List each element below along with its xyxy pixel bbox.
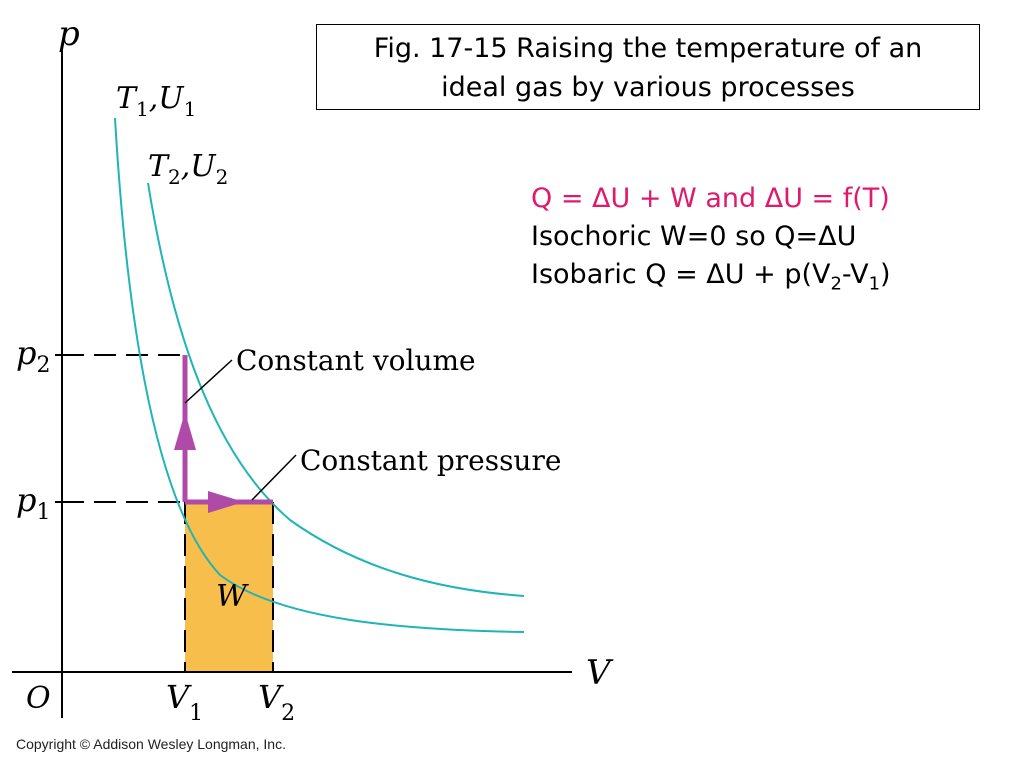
figure-caption: Fig. 17-15 Raising the temperature of an… — [316, 24, 980, 110]
isochoric-equation: Isochoric W=0 so Q=ΔU — [531, 221, 857, 252]
constant-volume-arrowhead — [174, 412, 196, 450]
first-law-equation: Q = ΔU + W and ΔU = f(T) — [531, 183, 890, 214]
v2-label: V2 — [258, 678, 295, 726]
isotherm-t2-curve — [147, 182, 525, 597]
constant-volume-label: Constant volume — [236, 344, 476, 377]
constant-pressure-label: Constant pressure — [300, 444, 561, 477]
work-area — [185, 502, 273, 672]
isobaric-suffix: ) — [880, 259, 891, 290]
constant-pressure-arrowhead — [208, 491, 244, 513]
work-label: W — [216, 579, 249, 614]
isotherm-t1-curve — [114, 117, 525, 633]
p-axis-label: p — [58, 14, 80, 54]
isotherm-t1-label: T1,U1 — [116, 81, 196, 121]
isobaric-sub-2: 2 — [830, 273, 842, 295]
v1-label: V1 — [166, 678, 203, 726]
origin-label: O — [26, 681, 51, 716]
p2-label: p2 — [16, 334, 50, 378]
isobaric-sub-1: 1 — [868, 273, 881, 295]
isobaric-equation: Isobaric Q = ΔU + p(V2-V1) — [531, 256, 891, 303]
v-axis-label: V — [586, 653, 614, 693]
isobaric-mid: -V — [841, 259, 869, 290]
isobaric-prefix: Isobaric Q = ΔU + p(V — [531, 259, 831, 290]
constant-volume-leader — [184, 359, 233, 404]
equations-block: Q = ΔU + W and ΔU = f(T) Isochoric W=0 s… — [531, 180, 891, 303]
copyright-notice: Copyright © Addison Wesley Longman, Inc. — [16, 736, 286, 752]
caption-line-1: Fig. 17-15 Raising the temperature of an — [373, 33, 923, 64]
constant-pressure-leader — [251, 454, 297, 501]
caption-line-2: ideal gas by various processes — [441, 72, 855, 103]
isotherm-t2-label: T2,U2 — [148, 149, 228, 189]
p1-label: p1 — [16, 481, 50, 525]
